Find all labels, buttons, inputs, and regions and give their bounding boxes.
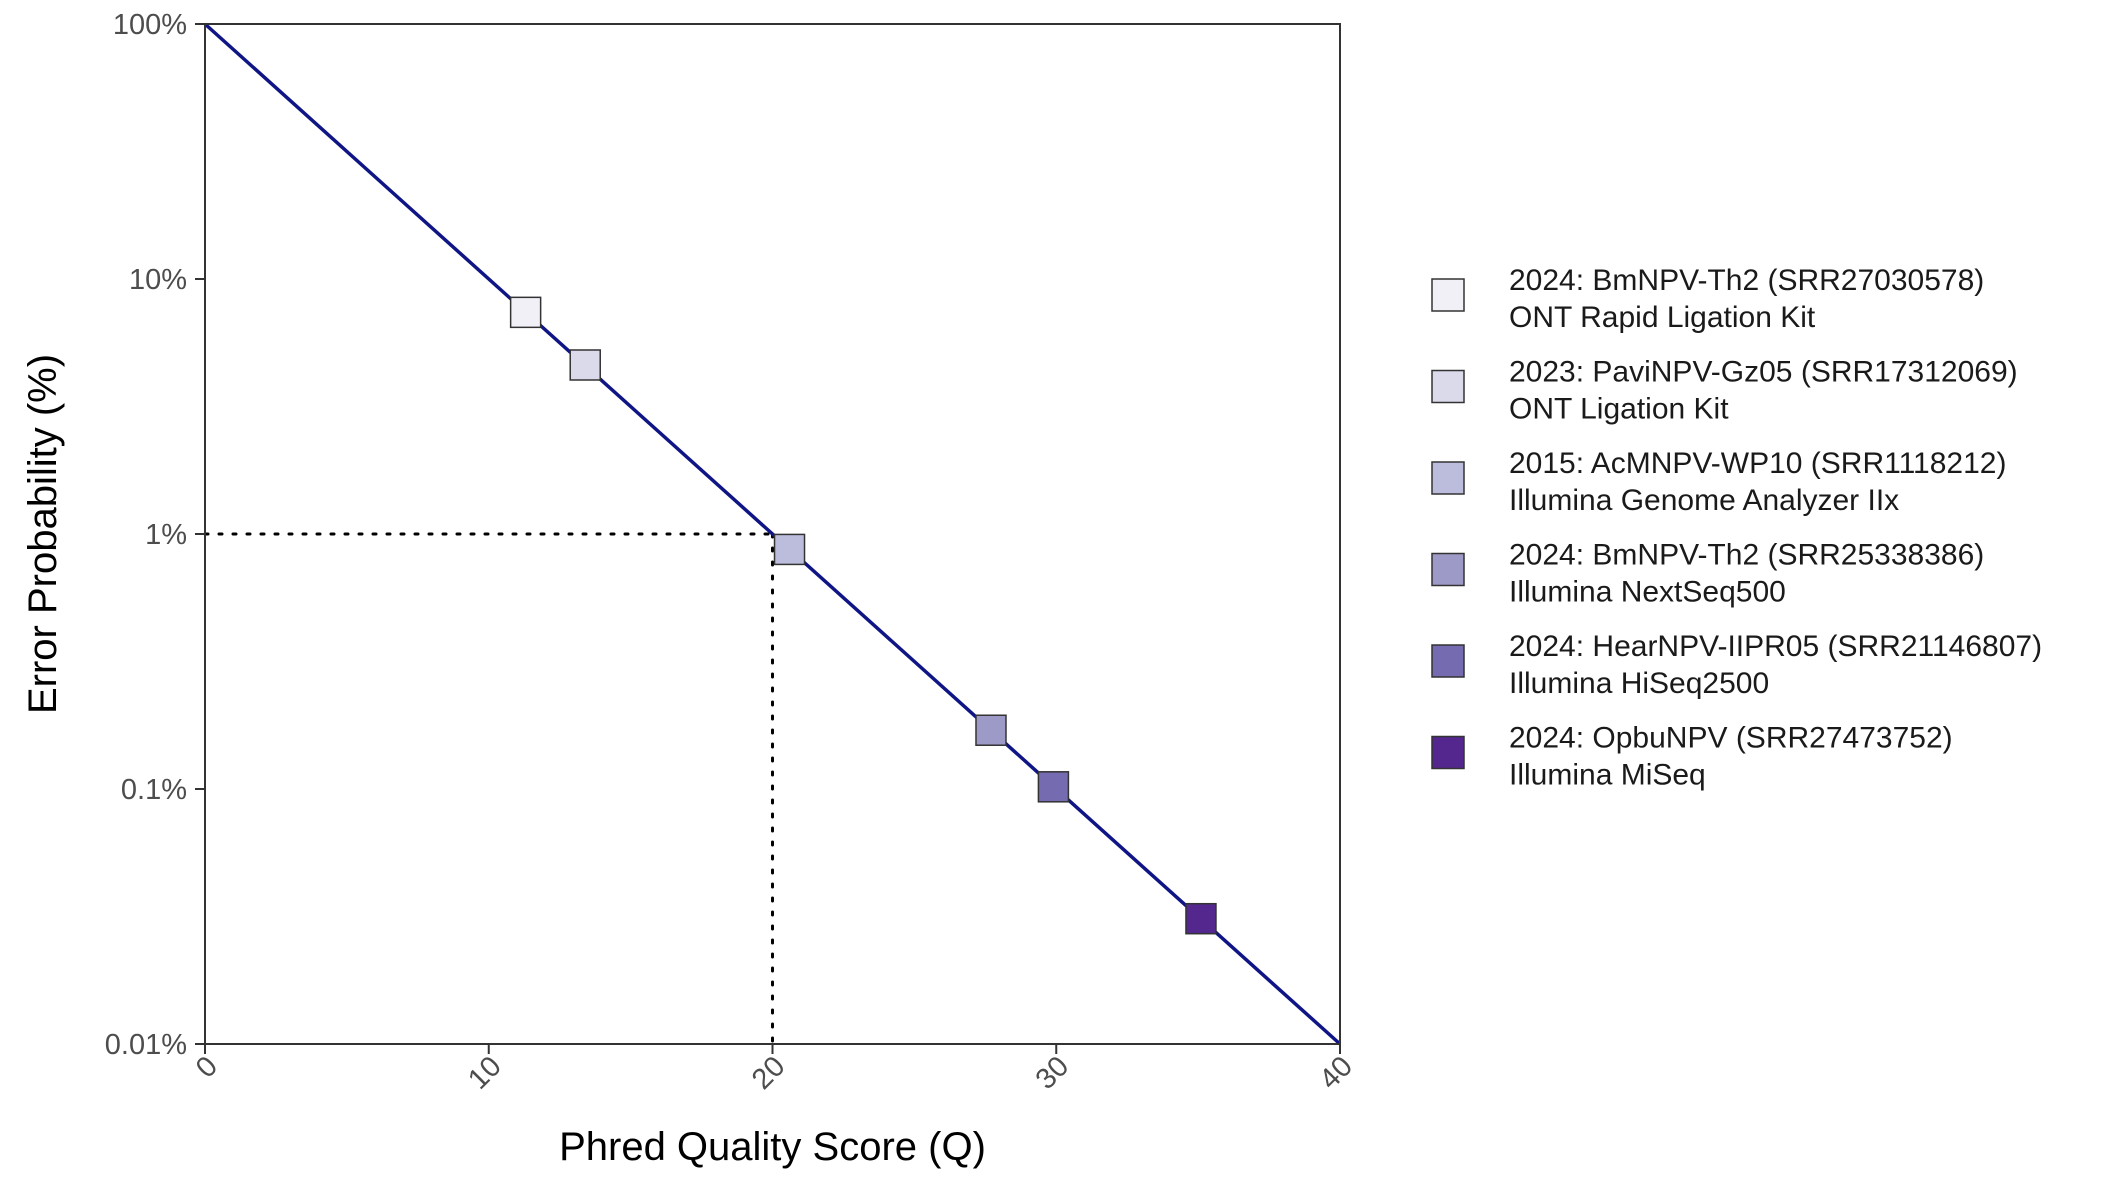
legend: 2024: BmNPV-Th2 (SRR27030578) ONT Rapid L… [1431,264,2042,792]
y-axis: 100% 10% 1% 0.1% 0.01% [105,9,205,1061]
legend-label-line2: Illumina NextSeq500 [1509,576,1786,609]
trend-line-group [203,22,1342,1046]
x-tick-label: 30 [1030,1050,1075,1095]
y-tick-label: 1% [145,519,187,551]
legend-item-4: 2024: BmNPV-Th2 (SRR25338386) Illumina Ne… [1431,539,1984,609]
legend-key [1431,735,1465,770]
legend-key [1431,369,1465,404]
legend-label: 2024: BmNPV-Th2 (SRR25338386) [1509,539,1984,572]
legend-label-line2: Illumina MiSeq [1509,759,1706,792]
x-axis: 0 10 20 30 40 [190,1044,1359,1096]
legend-label: 2024: OpbuNPV (SRR27473752) [1509,722,1953,755]
x-tick-label: 20 [746,1050,791,1095]
legend-label: 2015: AcMNPV-WP10 (SRR1118212) [1509,447,2006,480]
data-point-6 [1185,902,1217,935]
legend-item-1: 2024: BmNPV-Th2 (SRR27030578) ONT Rapid L… [1431,264,1984,334]
reference-lines [203,532,774,1046]
y-tick-label: 100% [113,9,187,41]
legend-key [1431,278,1465,312]
legend-item-5: 2024: HearNPV-IIPR05 (SRR21146807) Illumi… [1431,630,2042,700]
y-axis-title: Error Probability (%) [21,354,65,714]
x-tick-label: 0 [190,1050,224,1084]
legend-label-line2: ONT Rapid Ligation Kit [1509,301,1816,334]
x-tick-label: 40 [1314,1050,1359,1095]
x-axis-title: Phred Quality Score (Q) [559,1125,986,1169]
data-point-4 [975,714,1007,746]
legend-key [1431,461,1465,495]
legend-item-6: 2024: OpbuNPV (SRR27473752) Illumina MiSe… [1431,722,1953,792]
x-tick-label: 10 [462,1050,507,1095]
legend-label-line2: Illumina HiSeq2500 [1509,667,1769,700]
legend-key [1431,644,1465,678]
legend-label-line2: ONT Ligation Kit [1509,393,1729,426]
legend-label: 2024: BmNPV-Th2 (SRR27030578) [1509,264,1984,297]
data-point-1 [509,296,542,329]
legend-key [1431,552,1465,587]
trend-line [203,22,1342,1046]
y-tick-label: 0.01% [105,1029,187,1061]
data-point-3 [773,533,806,566]
legend-item-3: 2015: AcMNPV-WP10 (SRR1118212) Illumina G… [1431,447,2006,517]
legend-label: 2023: PaviNPV-Gz05 (SRR17312069) [1509,356,2018,389]
data-point-2 [569,349,601,381]
y-tick-label: 0.1% [121,774,187,806]
legend-label-line2: Illumina Genome Analyzer IIx [1509,484,1899,517]
legend-label: 2024: HearNPV-IIPR05 (SRR21146807) [1509,630,2042,663]
data-point-5 [1037,771,1070,803]
legend-item-2: 2023: PaviNPV-Gz05 (SRR17312069) ONT Liga… [1431,356,2018,426]
data-points [509,296,1217,935]
y-tick-label: 10% [129,264,187,296]
